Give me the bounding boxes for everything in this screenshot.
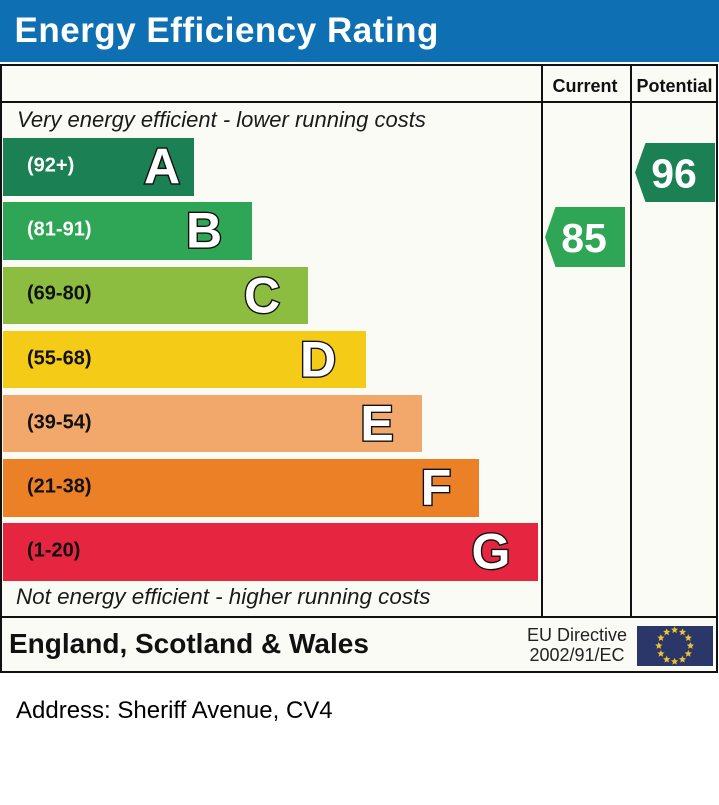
svg-text:D: D <box>300 331 336 387</box>
svg-text:G: G <box>472 523 511 579</box>
svg-text:A: A <box>143 139 179 195</box>
svg-text:96: 96 <box>651 150 697 196</box>
svg-text:C: C <box>244 267 280 323</box>
svg-text:F: F <box>421 459 452 515</box>
svg-text:85: 85 <box>561 215 607 261</box>
svg-text:B: B <box>186 203 222 259</box>
svg-text:E: E <box>360 395 393 451</box>
